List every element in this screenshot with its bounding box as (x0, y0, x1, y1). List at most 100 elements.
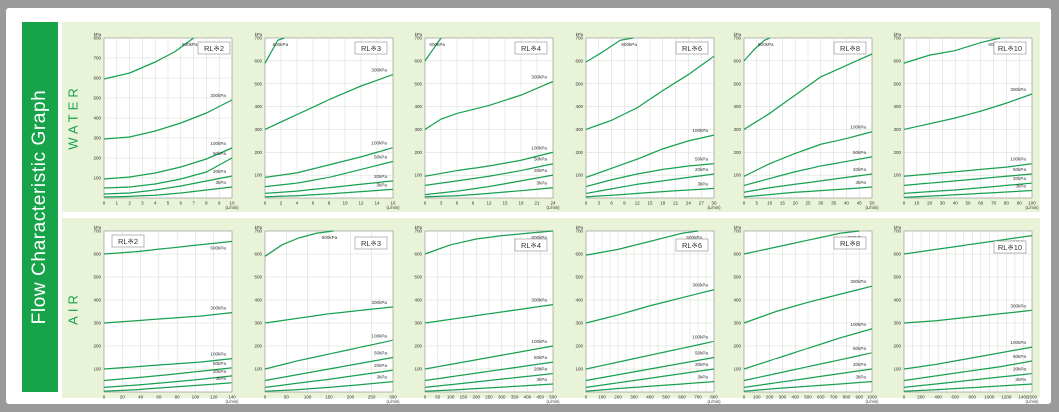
curve-300kPa (264, 306, 394, 324)
y-tick-label: 200 (254, 344, 262, 349)
curve-20kPa (264, 369, 394, 389)
curve-label: 100kPa (850, 125, 866, 130)
curve-50kPa (424, 361, 554, 382)
curve-label: 600kPa (531, 235, 547, 240)
x-tick-label: 40 (138, 395, 144, 400)
curve-label: 20kPa (695, 167, 708, 172)
curve-label: 50kPa (213, 151, 226, 156)
model-label: RL※2 (118, 237, 138, 246)
y-unit-label: kPa (894, 225, 902, 230)
y-tick-label: 300 (414, 321, 422, 326)
y-tick-label: 600 (575, 252, 583, 257)
curve-600kPa (424, 37, 442, 62)
x-tick-label: 100 (598, 395, 606, 400)
x-tick-label: 200 (614, 395, 622, 400)
x-tick-label: 60 (156, 395, 162, 400)
x-tick-label: 3 (141, 201, 144, 206)
curve-label: 300kPa (1010, 87, 1026, 92)
x-tick-label: 45 (857, 201, 863, 206)
y-tick-label: 500 (414, 81, 422, 86)
x-tick-label: 21 (673, 201, 679, 206)
y-tick-label: 300 (254, 127, 262, 132)
y-tick-label: 700 (893, 36, 901, 41)
curve-label: 50kPa (695, 351, 708, 356)
y-tick-label: 100 (254, 367, 262, 372)
curve-label: 600kPa (686, 235, 702, 240)
model-label-box (514, 41, 548, 55)
curve-label: 600kPa (429, 42, 445, 47)
curve-label: 600kPa (273, 42, 289, 47)
x-tick-label: 800 (843, 395, 851, 400)
curve-label: 3kPa (537, 377, 548, 382)
x-tick-label: 2 (128, 201, 131, 206)
y-tick-label: 600 (254, 252, 262, 257)
x-tick-label: 90 (1017, 201, 1023, 206)
y-unit-label: kPa (734, 225, 742, 230)
x-tick-label: 0 (103, 395, 106, 400)
curve-label: 100kPa (531, 145, 547, 150)
y-tick-label: 600 (414, 58, 422, 63)
x-tick-label: 250 (485, 395, 493, 400)
y-tick-label: 100 (733, 173, 741, 178)
curve-300kPa (424, 80, 554, 130)
y-tick-label: 500 (254, 81, 262, 86)
model-label-box (675, 41, 709, 55)
x-tick-label: 350 (511, 395, 519, 400)
x-tick-label: 50 (869, 201, 875, 206)
x-unit-label: (L/min) (225, 205, 239, 210)
curve-50kPa (103, 367, 233, 382)
model-label: RL※3 (361, 44, 381, 53)
curve-3kPa (903, 189, 1033, 198)
y-tick-label: 700 (575, 36, 583, 41)
y-tick-label: 300 (93, 321, 101, 326)
model-label-box (514, 238, 548, 252)
curve-50kPa (264, 160, 394, 188)
y-tick-label: 400 (733, 298, 741, 303)
curve-label: 600kPa (182, 42, 198, 47)
y-tick-label: 200 (893, 150, 901, 155)
curve-100kPa (903, 163, 1033, 177)
y-tick-label: 500 (575, 81, 583, 86)
x-tick-label: 24 (550, 201, 556, 206)
curve-label: 50kPa (534, 355, 547, 360)
curve-label: 3kPa (856, 180, 867, 185)
curve-300kPa (903, 93, 1033, 131)
curve-100kPa (585, 340, 715, 370)
x-tick-label: 12 (486, 201, 492, 206)
y-tick-label: 400 (93, 298, 101, 303)
x-tick-label: 3 (440, 201, 443, 206)
y-tick-label: 700 (893, 229, 901, 234)
y-tick-label: 600 (733, 58, 741, 63)
curve-100kPa (743, 131, 873, 177)
y-tick-label: 300 (893, 321, 901, 326)
curve-label: 20kPa (213, 369, 226, 374)
x-tick-label: 40 (844, 201, 850, 206)
y-tick-label: 400 (893, 104, 901, 109)
x-tick-label: 12 (358, 201, 364, 206)
x-tick-label: 70 (991, 201, 997, 206)
model-label-box (993, 240, 1027, 254)
x-unit-label: (L/min) (386, 399, 400, 404)
curve-label: 3kPa (377, 375, 388, 380)
curve-label: 20kPa (853, 362, 866, 367)
curve-label: 50kPa (374, 351, 387, 356)
y-tick-label: 200 (254, 150, 262, 155)
y-tick-label: 600 (414, 252, 422, 257)
y-tick-label: 300 (93, 136, 101, 141)
x-tick-label: 6 (180, 201, 183, 206)
curve-label: 600kPa (621, 42, 637, 47)
x-unit-label: (L/min) (546, 399, 560, 404)
model-label: RL※4 (521, 241, 541, 250)
x-tick-label: 15 (502, 201, 508, 206)
x-tick-label: 800 (969, 395, 977, 400)
curve-label: 3kPa (1016, 183, 1027, 188)
y-tick-label: 400 (254, 104, 262, 109)
y-tick-label: 300 (575, 321, 583, 326)
curve-label: 300kPa (371, 300, 387, 305)
curve-label: 300kPa (531, 74, 547, 79)
